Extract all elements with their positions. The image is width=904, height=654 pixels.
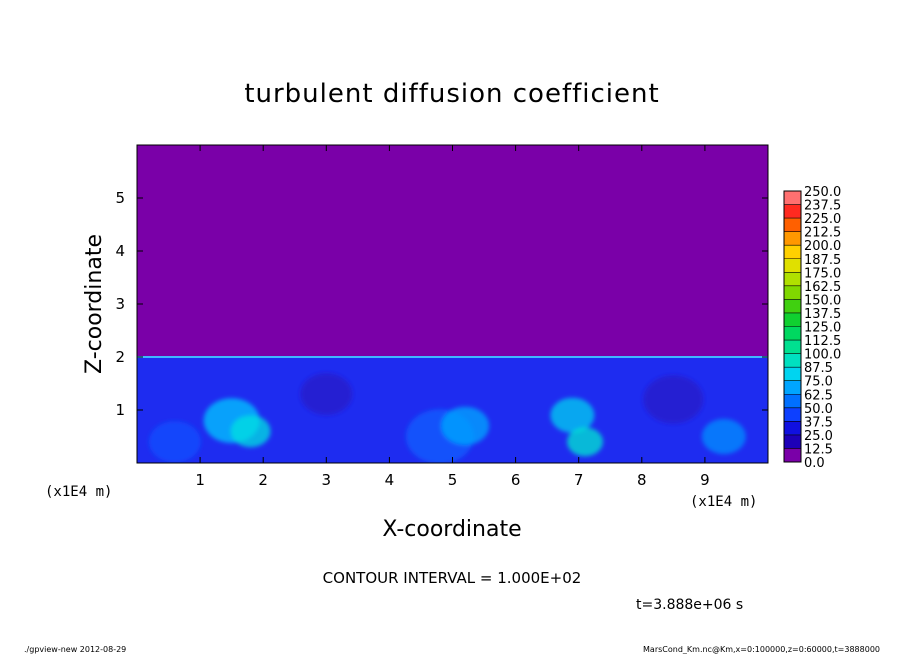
x-tick-label: 2 <box>258 471 268 489</box>
colorbar-label: 162.5 <box>804 280 841 295</box>
colorbar-label: 187.5 <box>804 253 841 268</box>
colorbar-label: 125.0 <box>804 321 841 336</box>
x-axis-label: X-coordinate <box>382 517 521 542</box>
colorbar-label: 212.5 <box>804 226 841 241</box>
colorbar-label: 100.0 <box>804 348 841 363</box>
colorbar-swatch <box>784 448 801 462</box>
eddy <box>701 418 746 455</box>
colorbar-swatch <box>784 272 801 286</box>
eddy-texture <box>148 373 746 463</box>
y-axis: 1 2 3 4 5 <box>115 189 768 419</box>
colorbar-label: 37.5 <box>804 415 833 430</box>
footer-left: ./gpview-new 2012-08-29 <box>24 645 126 654</box>
colorbar-swatch <box>784 191 801 205</box>
colorbar-swatch <box>784 218 801 232</box>
x-tick-label: 5 <box>448 471 458 489</box>
y-tick-label: 3 <box>115 295 125 313</box>
x-unit-label-right: (x1E4 m) <box>690 494 757 510</box>
colorbar-label: 250.0 <box>804 185 841 200</box>
y-tick-label: 2 <box>115 348 125 366</box>
x-tick-label: 6 <box>511 471 521 489</box>
colorbar-label: 175.0 <box>804 266 841 281</box>
colorbar-swatch <box>784 407 801 422</box>
colorbar-swatch <box>784 421 801 435</box>
colorbar-swatch <box>784 353 801 368</box>
chart-title: turbulent diffusion coefficient <box>244 79 659 109</box>
colorbar-swatch <box>784 204 801 219</box>
contour-interval-label: CONTOUR INTERVAL = 1.000E+02 <box>323 569 582 587</box>
colorbar: 0.012.525.037.550.062.575.087.5100.0112.… <box>783 185 841 471</box>
plot-area <box>137 145 768 463</box>
colorbar-label: 50.0 <box>804 402 833 417</box>
eddy <box>230 415 271 448</box>
eddy <box>550 397 595 433</box>
x-tick-label: 8 <box>637 471 647 489</box>
colorbar-swatch <box>784 434 801 449</box>
eddy <box>643 375 704 424</box>
colorbar-label: 150.0 <box>804 293 841 308</box>
x-axis: 1 2 3 4 5 6 7 8 9 <box>195 145 710 489</box>
eddy <box>300 373 353 415</box>
colorbar-label: 87.5 <box>804 361 833 376</box>
colorbar-label: 237.5 <box>804 199 841 214</box>
colorbar-swatch <box>784 340 801 354</box>
y-axis-label: Z-coordinate <box>82 234 107 374</box>
eddy <box>441 406 490 446</box>
colorbar-label: 12.5 <box>804 442 833 457</box>
colorbar-swatch <box>784 326 801 341</box>
time-label: t=3.888e+06 s <box>636 597 743 613</box>
colorbar-swatch <box>784 258 801 273</box>
eddy <box>148 421 201 463</box>
x-tick-label: 1 <box>195 471 205 489</box>
colorbar-label: 137.5 <box>804 307 841 322</box>
colorbar-swatch <box>784 380 801 395</box>
x-unit-label-left: (x1E4 m) <box>45 484 112 500</box>
colorbar-swatch <box>784 285 801 300</box>
x-tick-label: 4 <box>385 471 395 489</box>
eddy <box>567 427 604 457</box>
colorbar-swatch <box>784 367 801 381</box>
y-tick-label: 5 <box>115 189 125 207</box>
turbulent-layer <box>137 356 768 463</box>
colorbar-swatch <box>784 394 801 408</box>
colorbar-label: 62.5 <box>804 388 833 403</box>
x-tick-label: 9 <box>700 471 710 489</box>
colorbar-swatch <box>784 299 801 313</box>
x-tick-label: 3 <box>322 471 332 489</box>
colorbar-label: 225.0 <box>804 212 841 227</box>
x-tick-label: 7 <box>574 471 584 489</box>
colorbar-label: 25.0 <box>804 429 833 444</box>
colorbar-swatch <box>784 245 801 259</box>
colorbar-label: 200.0 <box>804 239 841 254</box>
colorbar-label: 0.0 <box>804 456 825 471</box>
footer-right: MarsCond_Km.nc@Km,x=0:100000,z=0:60000,t… <box>643 645 880 654</box>
y-tick-label: 4 <box>115 242 125 260</box>
y-tick-label: 1 <box>115 401 125 419</box>
colorbar-label: 75.0 <box>804 375 833 390</box>
colorbar-swatch <box>784 231 801 246</box>
colorbar-swatch <box>784 312 801 327</box>
colorbar-label: 112.5 <box>804 334 841 349</box>
